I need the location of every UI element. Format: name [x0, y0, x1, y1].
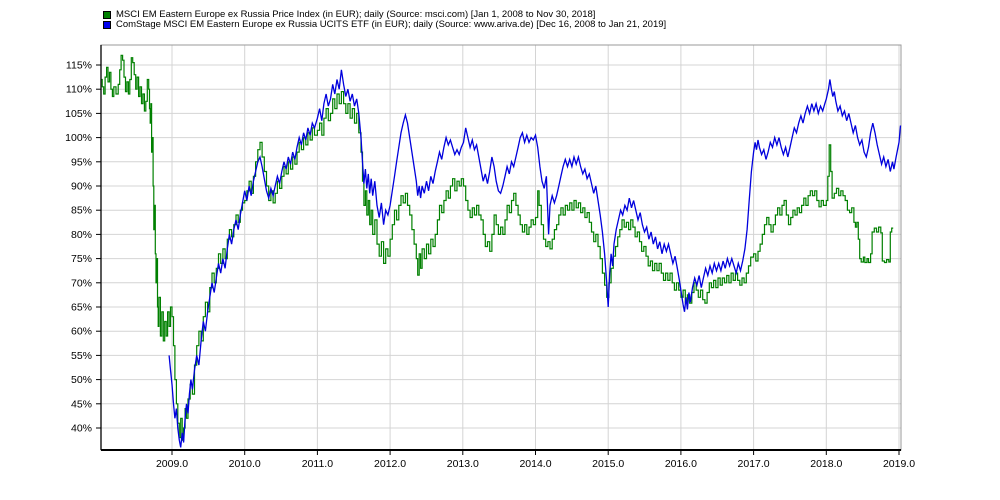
y-axis-tick-label: 75% [71, 253, 92, 265]
y-axis-tick-label: 80% [71, 229, 92, 241]
x-axis-tick-label: 2015.0 [592, 458, 624, 470]
x-axis-tick-label: 2009.0 [156, 458, 188, 470]
y-axis-tick-label: 90% [71, 181, 92, 193]
comstage-etf-series-line [168, 69, 902, 448]
y-axis-tick-label: 55% [71, 350, 92, 362]
x-axis-tick-label: 2018.0 [810, 458, 842, 470]
msci-index-swatch-icon [103, 11, 111, 19]
y-axis-tick-label: 105% [65, 108, 92, 120]
x-axis-tick-label: 2019.0 [883, 458, 915, 470]
legend: MSCI EM Eastern Europe ex Russia Price I… [103, 10, 666, 30]
y-axis-tick-label: 60% [71, 326, 92, 338]
comstage-etf-swatch-icon [103, 21, 111, 29]
y-axis-tick-label: 50% [71, 374, 92, 386]
y-axis-tick-label: 115% [66, 60, 92, 72]
x-axis-tick-label: 2017.0 [738, 458, 770, 470]
y-axis-tick-label: 40% [71, 423, 92, 435]
plot-border [100, 44, 902, 451]
legend-item-comstage-etf: ComStage MSCI EM Eastern Europe ex Russi… [103, 20, 666, 30]
x-axis-tick-label: 2016.0 [665, 458, 697, 470]
y-axis-tick-label: 100% [65, 132, 92, 144]
y-axis-tick-label: 95% [71, 156, 92, 168]
y-axis-tick-label: 45% [71, 398, 92, 410]
y-axis-tick-label: 70% [71, 277, 92, 289]
x-axis-tick-label: 2012.0 [374, 458, 406, 470]
legend-item-msci-index: MSCI EM Eastern Europe ex Russia Price I… [103, 10, 666, 20]
y-axis-tick-label: 85% [71, 205, 92, 217]
x-axis-tick-label: 2014.0 [519, 458, 551, 470]
x-axis-tick-label: 2013.0 [447, 458, 479, 470]
x-axis-tick-label: 2010.0 [229, 458, 261, 470]
y-axis-tick-label: 65% [71, 302, 92, 314]
comstage-etf-legend-label: ComStage MSCI EM Eastern Europe ex Russi… [116, 19, 667, 30]
msci-index-legend-label: MSCI EM Eastern Europe ex Russia Price I… [116, 9, 596, 20]
y-axis-tick-label: 110% [66, 84, 92, 96]
x-axis-tick-label: 2011.0 [302, 458, 333, 470]
